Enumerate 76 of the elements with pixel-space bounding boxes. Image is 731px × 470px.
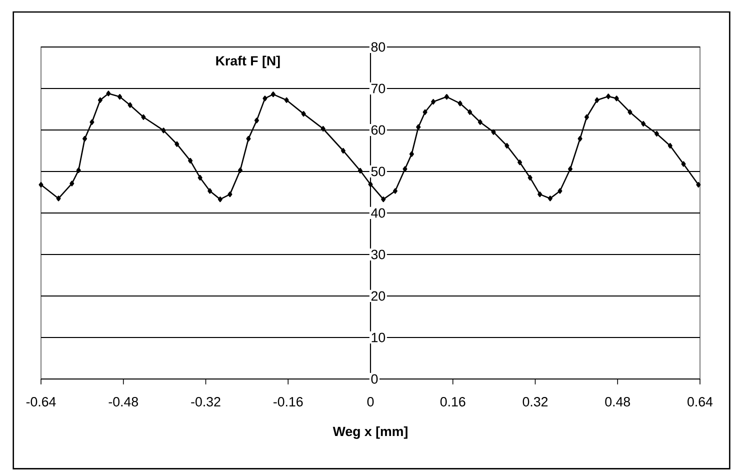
point [668, 142, 672, 149]
point [381, 196, 386, 202]
point [161, 128, 166, 134]
point [174, 141, 180, 147]
x-tick-label: 0.64 [688, 397, 713, 406]
point [558, 188, 562, 194]
point [696, 182, 701, 188]
point [76, 167, 81, 174]
point [584, 114, 589, 120]
point [262, 96, 268, 102]
point [681, 161, 686, 167]
point [82, 136, 88, 142]
point [491, 129, 496, 135]
point [90, 119, 94, 125]
point [416, 124, 421, 130]
point [606, 94, 611, 100]
y-tick-label: 80 [371, 42, 386, 52]
point [641, 120, 646, 127]
x-tick-label: -0.64 [26, 397, 56, 406]
y-tick-label: 60 [371, 125, 386, 135]
point [70, 180, 74, 186]
x-tick-label: -0.16 [274, 397, 303, 406]
point [422, 109, 428, 115]
point [228, 192, 232, 198]
point [578, 136, 582, 142]
point [246, 136, 251, 142]
point [628, 109, 632, 115]
point [254, 118, 259, 124]
y-tick-label: 40 [371, 208, 386, 218]
point [458, 100, 462, 106]
point [654, 130, 660, 137]
point [301, 111, 306, 117]
y-tick-label: 30 [371, 250, 386, 260]
point [548, 196, 552, 202]
point [518, 160, 522, 166]
y-tick-label: 20 [371, 291, 386, 301]
point [504, 142, 510, 149]
point [238, 167, 243, 174]
point [409, 151, 414, 157]
point [106, 90, 111, 96]
point [284, 97, 289, 103]
x-tick-label: 0.16 [440, 397, 466, 406]
point [98, 97, 102, 103]
point [218, 196, 222, 202]
point [198, 174, 202, 181]
y-tick-label: 10 [372, 332, 386, 342]
point [340, 148, 346, 154]
point [358, 168, 362, 174]
point [270, 92, 276, 98]
x-tick-label: 0.32 [522, 397, 548, 406]
point [368, 182, 373, 188]
y-tick-label: 50 [371, 166, 386, 176]
point [538, 192, 542, 198]
point [478, 119, 482, 125]
point [38, 182, 44, 188]
point [392, 188, 398, 194]
y-tick-label: 0 [371, 374, 378, 384]
point [444, 94, 449, 100]
point [118, 94, 122, 100]
x-tick-label: -0.48 [108, 397, 138, 406]
point [56, 196, 61, 202]
point [431, 98, 436, 105]
x-tick-label: 0.48 [605, 397, 630, 406]
point [320, 126, 326, 132]
point [594, 97, 600, 103]
x-tick-label: -0.32 [191, 397, 220, 406]
point [188, 158, 193, 164]
point [128, 102, 132, 108]
y-axis-title: Kraft F [N] [216, 56, 280, 68]
point [208, 188, 212, 194]
x-axis-title: Weg x [mm] [332, 426, 408, 439]
point [614, 96, 619, 102]
point [468, 109, 472, 115]
point [528, 174, 532, 181]
y-tick-label: 70 [371, 84, 386, 94]
point [141, 114, 146, 120]
